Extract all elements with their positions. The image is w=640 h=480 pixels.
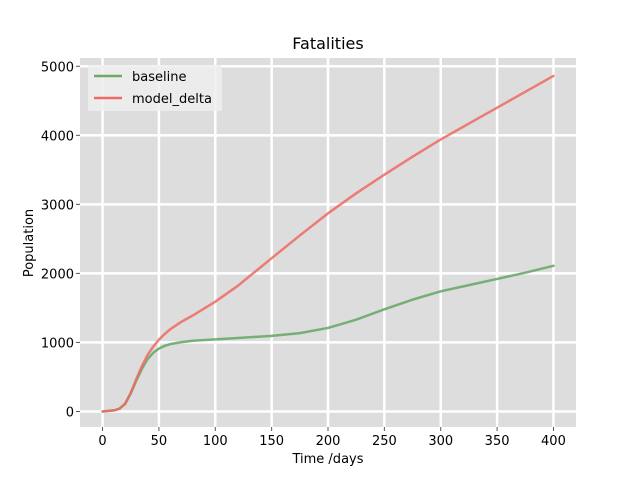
y-tick-label: 5000 <box>41 60 74 75</box>
legend-label-model-delta: model_delta <box>132 92 212 107</box>
y-tick-label: 1000 <box>41 336 74 351</box>
chart-title: Fatalities <box>292 34 363 53</box>
y-tick-label: 2000 <box>41 267 74 282</box>
x-tick-label: 50 <box>151 434 168 449</box>
x-tick-label: 150 <box>259 434 284 449</box>
x-tick-label: 400 <box>541 434 566 449</box>
x-tick-label: 100 <box>203 434 228 449</box>
x-tick-label: 250 <box>372 434 397 449</box>
x-tick-label: 300 <box>428 434 453 449</box>
grid <box>80 58 576 427</box>
x-ticks: 0 50 100 150 200 250 300 350 400 <box>98 427 566 449</box>
legend-label-baseline: baseline <box>132 70 186 85</box>
legend: baseline model_delta <box>88 65 222 111</box>
y-axis-label: Population <box>22 209 37 277</box>
x-tick-label: 200 <box>316 434 341 449</box>
y-ticks: 0 1000 2000 3000 4000 5000 <box>41 60 80 420</box>
series-line-model-delta <box>101 74 555 413</box>
y-tick-label: 0 <box>66 405 74 420</box>
x-tick-label: 350 <box>485 434 510 449</box>
x-axis-label: Time /days <box>291 452 363 467</box>
y-tick-label: 3000 <box>41 198 74 213</box>
x-tick-label: 0 <box>98 434 106 449</box>
series-layer <box>101 74 555 413</box>
y-tick-label: 4000 <box>41 129 74 144</box>
